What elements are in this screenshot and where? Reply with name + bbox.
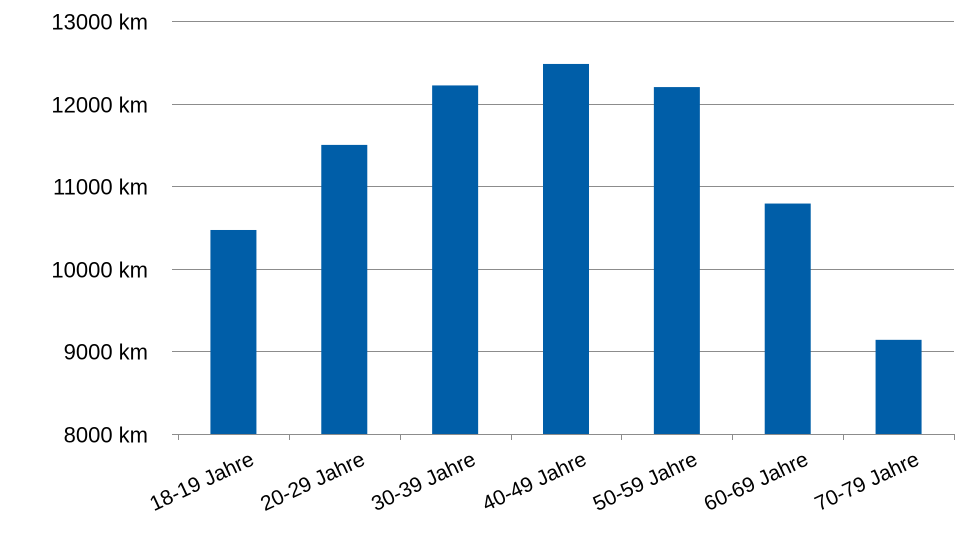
x-tick-label: 50-59 Jahre [590,448,701,516]
y-tick-label: 9000 km [64,340,148,365]
bars [210,63,922,435]
x-tick-label: 70-79 Jahre [811,448,922,516]
y-axis-tick-labels: 8000 km 9000 km 10000 km 11000 km 12000 km 13… [51,10,178,448]
bar [210,229,257,434]
x-tick-label: 30-39 Jahre [368,448,479,516]
x-tick-label: 20-29 Jahre [257,448,368,516]
x-axis-category-labels: 18-19 Jahre 20-29 Jahre 30-39 Jahre 40-49 J… [146,448,922,516]
x-axis [178,434,955,440]
bar [653,87,700,434]
y-tick-label: 13000 km [51,10,148,35]
bar [543,63,589,435]
y-tick-label: 10000 km [51,258,148,283]
x-tick-label: 40-49 Jahre [479,448,590,516]
y-tick-label: 12000 km [51,93,148,118]
x-tick-label: 18-19 Jahre [146,448,257,516]
bar [875,339,922,434]
bar [432,85,479,434]
bar [764,203,811,434]
y-tick-label: 11000 km [53,175,148,200]
x-tick-label: 60-69 Jahre [701,448,812,516]
y-tick-label: 8000 km [64,423,148,448]
bar [321,144,368,434]
